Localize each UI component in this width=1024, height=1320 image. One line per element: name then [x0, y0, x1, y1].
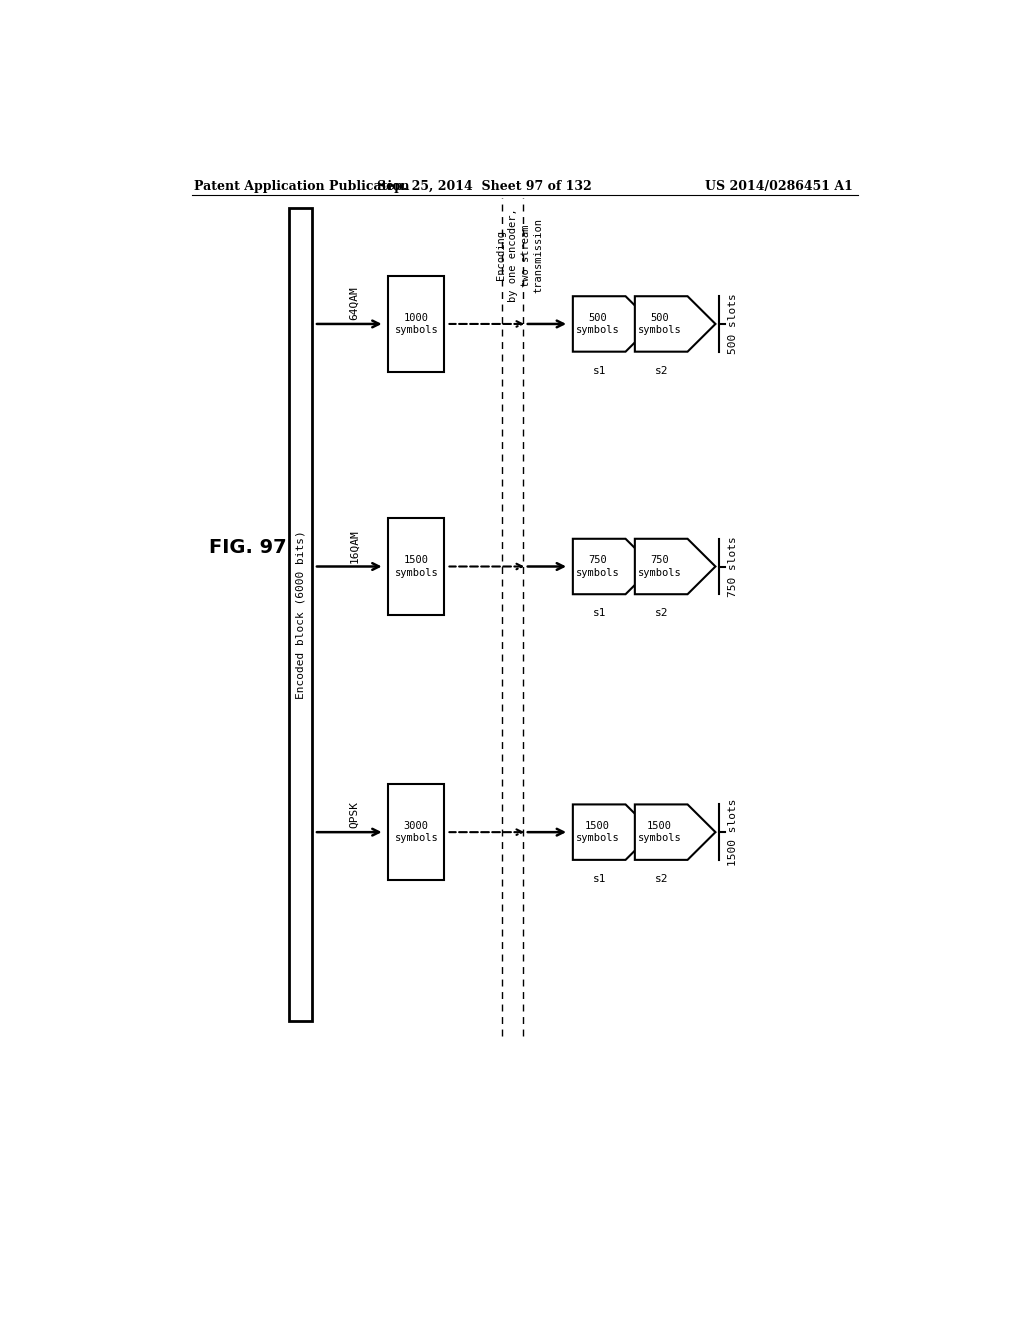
- Text: 64QAM: 64QAM: [349, 286, 359, 321]
- Text: 3000
symbols: 3000 symbols: [394, 821, 438, 843]
- Text: Sep. 25, 2014  Sheet 97 of 132: Sep. 25, 2014 Sheet 97 of 132: [377, 180, 592, 193]
- Text: QPSK: QPSK: [349, 801, 359, 829]
- Polygon shape: [635, 804, 716, 859]
- Text: 500
symbols: 500 symbols: [575, 313, 620, 335]
- Text: FIG. 97: FIG. 97: [209, 537, 287, 557]
- Bar: [388, 784, 444, 880]
- Text: 750
symbols: 750 symbols: [575, 556, 620, 578]
- Text: s1: s1: [593, 874, 606, 883]
- Text: Encoded block (6000 bits): Encoded block (6000 bits): [296, 531, 306, 700]
- Text: 500
symbols: 500 symbols: [638, 313, 682, 335]
- Polygon shape: [572, 296, 653, 351]
- Text: s2: s2: [654, 366, 668, 375]
- Text: Patent Application Publication: Patent Application Publication: [194, 180, 410, 193]
- Text: 16QAM: 16QAM: [349, 529, 359, 562]
- Text: s2: s2: [654, 609, 668, 618]
- Text: Encoding
by one encoder,
two stream
transmission: Encoding by one encoder, two stream tran…: [496, 209, 543, 302]
- Text: 1500
symbols: 1500 symbols: [575, 821, 620, 843]
- Text: 1500
symbols: 1500 symbols: [638, 821, 682, 843]
- Text: US 2014/0286451 A1: US 2014/0286451 A1: [705, 180, 853, 193]
- Bar: [289, 209, 312, 1020]
- Text: s1: s1: [593, 366, 606, 375]
- Text: 1000
symbols: 1000 symbols: [394, 313, 438, 335]
- Bar: [388, 276, 444, 372]
- Text: 500 slots: 500 slots: [728, 293, 738, 354]
- Text: 1500
symbols: 1500 symbols: [394, 556, 438, 578]
- Text: 1500 slots: 1500 slots: [728, 799, 738, 866]
- Polygon shape: [635, 296, 716, 351]
- Polygon shape: [572, 539, 653, 594]
- Text: s1: s1: [593, 609, 606, 618]
- Bar: [388, 519, 444, 615]
- Text: 750
symbols: 750 symbols: [638, 556, 682, 578]
- Polygon shape: [572, 804, 653, 859]
- Text: 750 slots: 750 slots: [728, 536, 738, 597]
- Text: s2: s2: [654, 874, 668, 883]
- Polygon shape: [635, 539, 716, 594]
